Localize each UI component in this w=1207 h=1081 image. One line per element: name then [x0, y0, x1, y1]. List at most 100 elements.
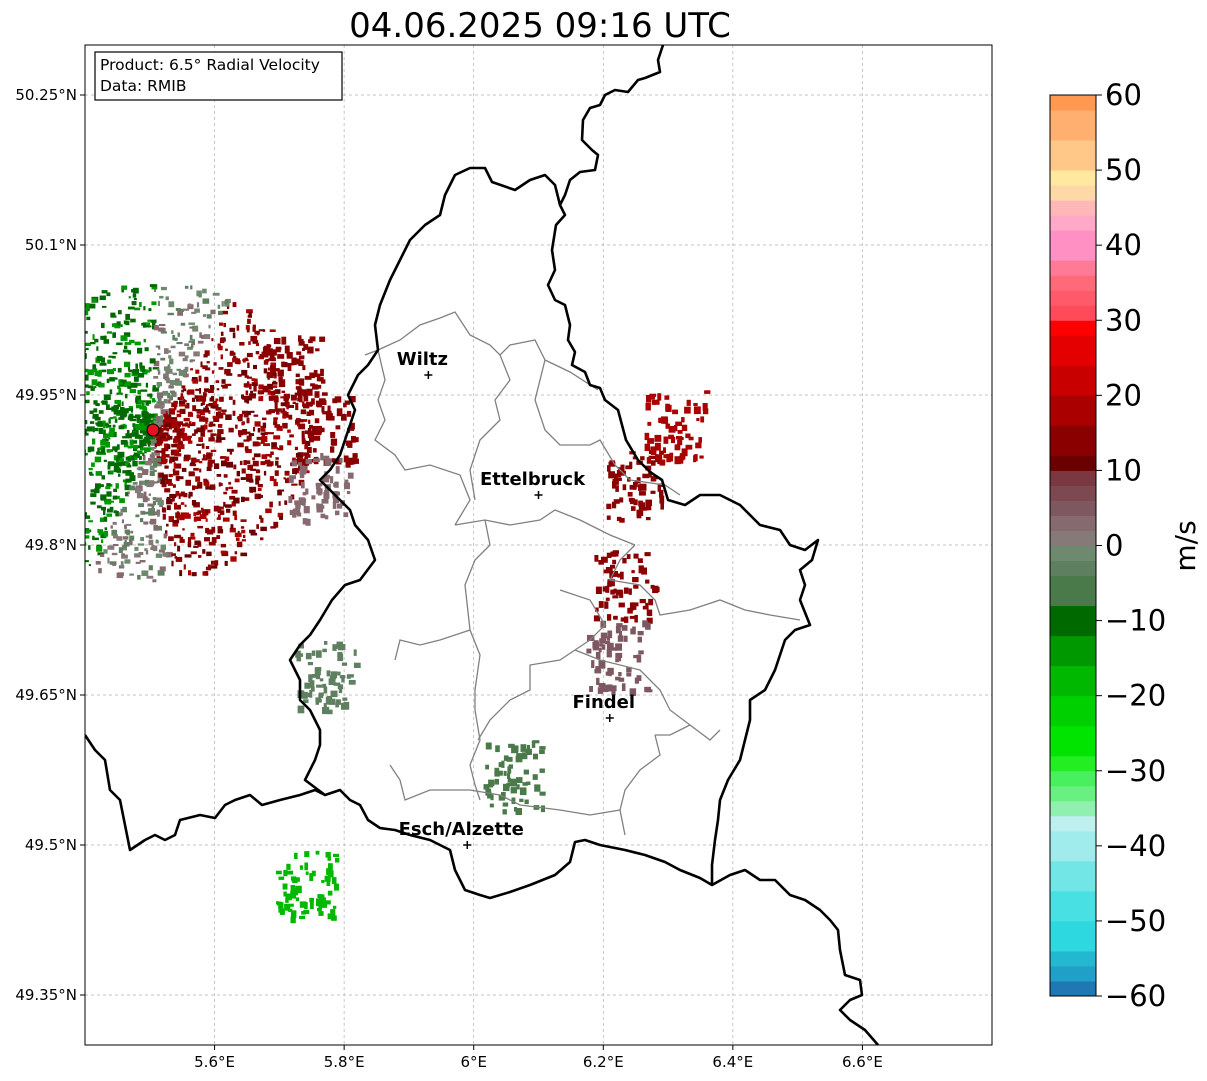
- radar-echo-pixel: [181, 385, 186, 389]
- radar-echo-pixel: [16, 424, 19, 426]
- radar-echo-pixel: [282, 883, 288, 890]
- radar-echo-pixel: [166, 496, 171, 500]
- radar-echo-pixel: [181, 423, 188, 427]
- radar-echo-pixel: [147, 393, 153, 397]
- radar-echo-pixel: [50, 510, 53, 515]
- radar-echo-pixel: [290, 916, 296, 924]
- radar-echo-pixel: [178, 446, 181, 452]
- radar-echo-pixel: [213, 505, 220, 512]
- radar-echo-pixel: [273, 478, 277, 484]
- radar-echo-pixel: [246, 417, 250, 424]
- radar-echo-pixel: [57, 375, 61, 377]
- radar-echo-pixel: [278, 501, 281, 506]
- radar-echo-pixel: [629, 499, 634, 505]
- radar-echo-pixel: [202, 454, 206, 460]
- radar-echo-pixel: [277, 512, 284, 518]
- radar-echo-pixel: [598, 659, 605, 668]
- radar-echo-pixel: [258, 355, 264, 360]
- radar-echo-pixel: [107, 545, 113, 550]
- canton-border-north: [364, 311, 599, 391]
- radar-echo-pixel: [268, 348, 273, 356]
- radar-echo-pixel: [309, 897, 314, 903]
- radar-echo-pixel: [247, 362, 250, 368]
- radar-echo-pixel: [248, 341, 251, 345]
- radar-echo-pixel: [66, 481, 72, 485]
- radar-echo-pixel: [318, 398, 326, 404]
- radar-echo-pixel: [309, 680, 315, 688]
- radar-echo-pixel: [129, 389, 137, 393]
- radar-echo-pixel: [85, 400, 89, 404]
- radar-echo-pixel: [72, 509, 78, 514]
- radar-echo-pixel: [205, 420, 208, 424]
- radar-echo-pixel: [147, 419, 153, 423]
- radar-echo-pixel: [165, 368, 173, 374]
- radar-echo-pixel: [171, 422, 178, 428]
- radar-echo-pixel: [90, 501, 96, 505]
- radar-echo-pixel: [650, 490, 656, 494]
- radar-echo-pixel: [73, 334, 78, 340]
- radar-echo-pixel: [255, 342, 260, 347]
- radar-echo-pixel: [311, 674, 319, 678]
- radar-echo-pixel: [80, 318, 84, 322]
- radar-echo-pixel: [247, 410, 251, 416]
- radar-echo-pixel: [176, 439, 179, 442]
- radar-echo-pixel: [152, 461, 158, 467]
- radar-echo-pixel: [21, 357, 25, 360]
- radar-echo-pixel: [122, 506, 127, 513]
- radar-echo-pixel: [285, 401, 290, 408]
- radar-echo-pixel: [248, 433, 255, 437]
- radar-echo-pixel: [284, 500, 288, 505]
- radar-echo-pixel: [644, 552, 651, 557]
- radar-echo-pixel: [191, 397, 195, 402]
- radar-echo-pixel: [123, 408, 129, 414]
- radar-echo-pixel: [77, 343, 79, 348]
- radar-echo-pixel: [341, 702, 346, 710]
- radar-echo-pixel: [101, 357, 105, 363]
- colorbar-tick-label: −20: [1105, 679, 1166, 713]
- radar-echo-pixel: [179, 536, 184, 542]
- radar-echo-pixel: [502, 802, 509, 807]
- radar-echo-pixel: [73, 508, 75, 511]
- radar-echo-pixel: [32, 454, 36, 459]
- radar-echo-pixel: [91, 379, 98, 385]
- radar-echo-pixel: [137, 574, 141, 580]
- radar-echo-pixel: [2, 389, 9, 391]
- radar-echo-pixel: [328, 863, 333, 871]
- radar-echo-pixel: [648, 598, 654, 606]
- radar-echo-pixel: [162, 552, 168, 557]
- radar-echo-pixel: [328, 698, 336, 705]
- radar-echo-pixel: [337, 643, 344, 651]
- radar-echo-pixel: [592, 641, 599, 649]
- radar-echo-pixel: [303, 506, 310, 514]
- radar-echo-pixel: [103, 429, 106, 435]
- radar-echo-pixel: [223, 322, 226, 328]
- radar-echo-pixel: [157, 499, 164, 506]
- radar-echo-pixel: [165, 478, 172, 485]
- canton-border-mersch: [454, 509, 636, 546]
- radar-echo-pixel: [239, 342, 245, 346]
- radar-echo-pixel: [332, 498, 340, 504]
- radar-echo-pixel: [275, 347, 281, 353]
- radar-echo-pixel: [139, 419, 144, 423]
- radar-echo-pixel: [279, 515, 283, 520]
- radar-echo-pixel: [44, 411, 50, 416]
- radar-echo-pixel: [31, 343, 35, 346]
- city-label: Wiltz: [397, 349, 448, 370]
- radar-echo-pixel: [172, 484, 176, 488]
- city-label: Ettelbruck: [480, 469, 586, 490]
- radar-echo-pixel: [647, 438, 655, 444]
- radar-echo-pixel: [502, 809, 507, 815]
- radar-echo-pixel: [586, 648, 592, 654]
- radar-echo-pixel: [670, 436, 676, 444]
- radar-echo-pixel: [165, 454, 170, 458]
- radar-echo-pixel: [318, 693, 324, 699]
- radar-echo-pixel: [606, 649, 612, 658]
- radar-echo-pixel: [217, 304, 221, 309]
- radar-echo-pixel: [241, 422, 244, 426]
- radar-echo-pixel: [632, 456, 637, 460]
- radar-echo-pixel: [321, 499, 329, 504]
- radar-echo-pixel: [261, 436, 268, 442]
- radar-echo-pixel: [218, 437, 226, 440]
- radar-echo-pixel: [37, 417, 43, 419]
- radar-echo-pixel: [147, 319, 154, 322]
